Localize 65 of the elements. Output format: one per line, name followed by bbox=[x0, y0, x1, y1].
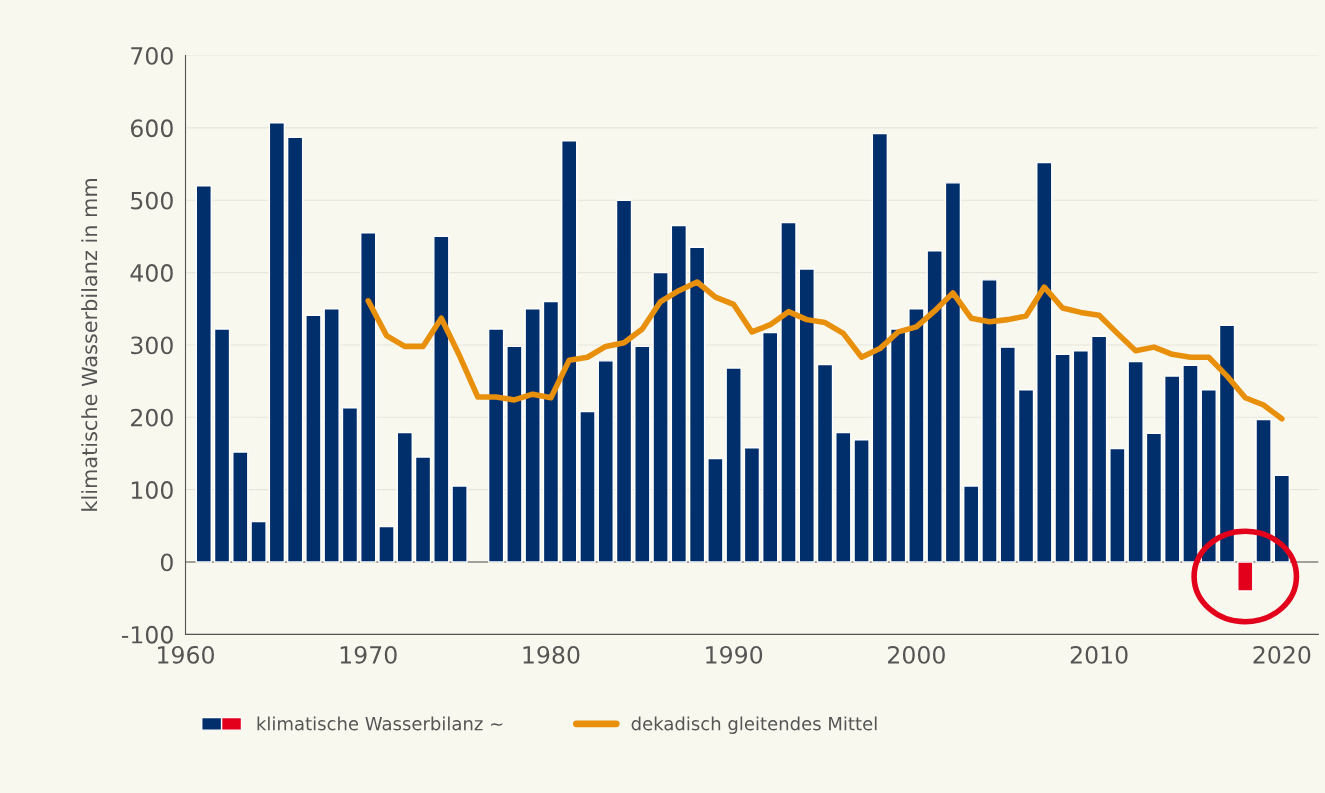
y-tick-label: 300 bbox=[131, 336, 173, 355]
bar bbox=[634, 345, 651, 563]
bar bbox=[1036, 161, 1053, 563]
y-axis-title: klimatische Wasserbilanz in mm bbox=[81, 179, 98, 511]
y-tick-label: 600 bbox=[130, 119, 173, 138]
y-tick-label: 100 bbox=[131, 481, 173, 499]
bar bbox=[542, 300, 560, 563]
bar bbox=[1182, 364, 1199, 563]
bar bbox=[999, 346, 1016, 563]
bar bbox=[561, 140, 578, 563]
legend-label: dekadisch gleitendes Mittel bbox=[631, 716, 877, 734]
bar bbox=[780, 221, 797, 563]
bar bbox=[816, 363, 834, 563]
legend-label: klimatische Wasserbilanz ~ bbox=[257, 716, 503, 731]
bar bbox=[1145, 432, 1163, 563]
bar bbox=[615, 199, 633, 563]
bar bbox=[1255, 418, 1272, 563]
bar bbox=[433, 235, 450, 563]
bar bbox=[451, 485, 468, 563]
bar bbox=[487, 328, 505, 563]
bar bbox=[579, 410, 596, 563]
bar bbox=[853, 439, 870, 563]
bar bbox=[195, 185, 212, 563]
bar bbox=[1090, 335, 1108, 563]
bar bbox=[360, 232, 377, 563]
x-tick-label: 2000 bbox=[888, 645, 945, 664]
bar bbox=[1072, 350, 1090, 563]
y-tick-label: -100 bbox=[121, 625, 173, 644]
bar bbox=[213, 328, 231, 563]
bar bbox=[652, 271, 669, 563]
x-tick-label: 1960 bbox=[158, 645, 214, 664]
bar bbox=[268, 122, 286, 563]
bar bbox=[286, 136, 304, 563]
bar bbox=[1237, 561, 1254, 592]
bar bbox=[835, 431, 852, 563]
bar bbox=[597, 360, 614, 563]
bar bbox=[1218, 324, 1236, 563]
bar bbox=[762, 331, 779, 563]
bar bbox=[341, 407, 359, 563]
bar bbox=[1164, 375, 1181, 563]
bar bbox=[944, 182, 962, 563]
bar bbox=[871, 132, 889, 563]
bar bbox=[798, 268, 815, 563]
bar bbox=[414, 456, 432, 563]
bar bbox=[981, 279, 998, 563]
y-tick-label: 400 bbox=[130, 264, 173, 282]
y-tick-label: 200 bbox=[131, 408, 173, 427]
x-tick-label: 1970 bbox=[340, 645, 397, 664]
bar bbox=[688, 246, 706, 563]
bar bbox=[743, 447, 761, 563]
bar bbox=[1200, 389, 1217, 563]
x-tick-label: 2020 bbox=[1253, 645, 1311, 664]
bar bbox=[1054, 353, 1071, 563]
x-tick-label: 2010 bbox=[1070, 645, 1128, 664]
x-tick-label: 1980 bbox=[523, 645, 580, 664]
bar bbox=[378, 525, 395, 563]
y-tick-label: 700 bbox=[131, 46, 173, 65]
bar bbox=[889, 328, 907, 563]
bar bbox=[670, 224, 688, 563]
y-tick-label: 500 bbox=[131, 191, 173, 210]
x-tick-label: 1990 bbox=[706, 645, 763, 664]
bar bbox=[1017, 389, 1035, 563]
bar bbox=[963, 485, 980, 563]
bar bbox=[396, 431, 413, 563]
y-tick-label: 0 bbox=[160, 553, 173, 572]
